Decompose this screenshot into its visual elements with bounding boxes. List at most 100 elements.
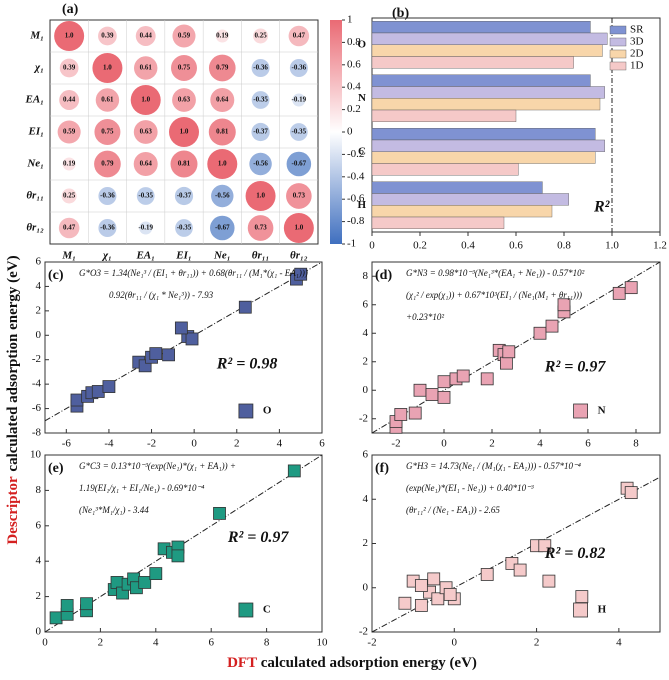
data-point: [398, 596, 412, 610]
legend-label: 1D: [630, 60, 644, 72]
data-point: [408, 406, 422, 420]
cell-label: 1.0: [103, 64, 112, 72]
correlation-circle: [289, 123, 308, 141]
cell-label: 0.81: [216, 128, 229, 136]
legend-swatch: [609, 61, 627, 71]
colorbar-tick-label: -1: [347, 238, 356, 250]
correlation-circle: [253, 28, 269, 44]
panel-label: (b): [392, 6, 409, 21]
bar: [371, 193, 570, 206]
cell-label: 0.44: [63, 96, 76, 104]
correlation-circle: [95, 88, 120, 112]
data-point: [91, 385, 105, 398]
colorbar-tick-label: -0.6: [347, 193, 365, 205]
legend-label: SR: [630, 24, 644, 36]
column-label: Ne₁: [213, 250, 231, 262]
panel-label: (a): [62, 2, 79, 17]
data-point: [413, 383, 427, 397]
cell-label: 0.63: [178, 96, 191, 104]
cell-label: 0.59: [178, 32, 191, 40]
row-label: θr₁₁: [26, 190, 44, 202]
row-label: EA₁: [24, 94, 44, 106]
y-tick-label: 0: [363, 384, 369, 396]
x-tick-label: 6: [585, 438, 591, 450]
legend-swatch: [573, 403, 588, 419]
annotation: R²: [593, 199, 611, 216]
annotation: R² = 0.98: [216, 355, 278, 372]
x-tick-label: 0.6: [509, 240, 523, 252]
bar: [371, 74, 591, 87]
equation-line: (Ne₁³*M₁/χ₁) - 3.44: [79, 505, 149, 515]
x-tick-label: 0.8: [557, 240, 571, 252]
data-point: [49, 611, 63, 625]
column-label: θr₁₁: [252, 250, 270, 262]
bar: [371, 163, 519, 176]
cell-label: -0.56: [253, 160, 268, 168]
x-tick-label: 4: [277, 438, 283, 450]
bar: [371, 109, 517, 122]
correlation-circle: [136, 187, 155, 205]
x-tick-label: -2: [367, 637, 376, 649]
data-point: [437, 375, 451, 389]
correlation-circle: [251, 91, 270, 109]
y-label-highlight: Descriptor: [5, 476, 21, 545]
cell-label: -0.36: [292, 64, 307, 72]
column-label: M₁: [61, 250, 76, 262]
y-tick-label: -2: [359, 626, 368, 638]
y-tick-label: O: [357, 38, 366, 50]
cell-label: 1.0: [65, 32, 74, 40]
data-point: [545, 319, 559, 333]
row-label: θr₁₂: [26, 222, 44, 234]
annotation: R² = 0.97: [227, 529, 290, 546]
data-point: [480, 372, 494, 386]
cell-label: 0.19: [63, 160, 76, 168]
y-label-text: calculated adsorption energy (eV): [5, 255, 21, 471]
colorbar-tick-label: 1: [347, 14, 353, 26]
annotation: R² = 0.97: [544, 359, 607, 376]
x-tick-label: 8: [264, 637, 270, 649]
cell-label: 0.75: [101, 128, 114, 136]
y-tick-label: 4: [36, 555, 42, 567]
cell-label: -0.36: [100, 192, 115, 200]
bar: [371, 44, 603, 57]
correlation-circle: [292, 93, 306, 107]
row-label: Ne₁: [26, 158, 44, 170]
equation-line: 1.19(EI₁/χ₁ + EI₁/Ne₁) - 0.69*10⁻⁴: [79, 483, 204, 493]
correlation-circle: [170, 150, 198, 178]
y-tick-label: -2: [359, 412, 368, 424]
cell-label: 1.0: [180, 128, 189, 136]
cell-label: 0.75: [178, 64, 191, 72]
cell-label: 0.47: [63, 224, 76, 232]
legend-swatch: [238, 602, 254, 618]
data-point: [533, 326, 547, 340]
correlation-circle: [92, 53, 123, 83]
bar: [371, 32, 608, 45]
data-point: [213, 507, 226, 520]
legend-swatch: [573, 602, 588, 618]
y-tick-label: 8: [36, 484, 42, 496]
cell-label: -0.35: [177, 224, 192, 232]
equation-line: +0.23*10²: [406, 312, 444, 322]
correlation-circle: [286, 151, 312, 177]
bar: [371, 21, 591, 34]
correlation-circle: [139, 221, 153, 235]
data-point: [427, 572, 441, 586]
y-tick-label: 6: [36, 256, 42, 268]
y-tick-label: 4: [363, 493, 369, 505]
correlation-circle: [286, 183, 312, 209]
data-point: [174, 321, 188, 335]
y-tick-label: 4: [363, 327, 369, 339]
bar: [371, 86, 606, 99]
data-point: [162, 348, 175, 362]
y-tick-label: -4: [32, 378, 42, 390]
x-tick-label: 1.2: [653, 240, 667, 252]
data-point: [80, 597, 93, 611]
equation-line: G*H3 = 14.73(Ne₁ / (M₁(χ₁ - EA₁))) - 0.5…: [406, 461, 581, 471]
data-point: [624, 281, 638, 295]
data-point: [557, 298, 571, 312]
equation-line: G*C3 = 0.13*10⁻³(exp(Ne₁)*(χ₁ + EA₁)) +: [79, 461, 236, 471]
legend-swatch: [609, 25, 627, 35]
x-tick-label: 8: [633, 438, 639, 450]
cell-label: 0.25: [63, 192, 76, 200]
x-tick-label: 1.0: [605, 240, 619, 252]
